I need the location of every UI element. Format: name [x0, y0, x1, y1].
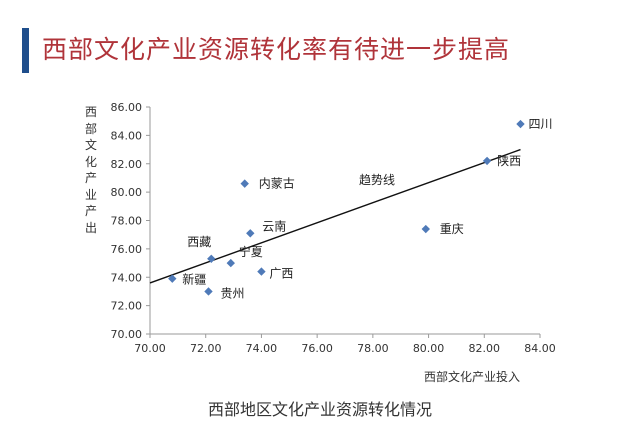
trendline	[149, 148, 521, 284]
y-tick-label: 74.00	[111, 271, 143, 284]
data-point-marker	[246, 229, 255, 238]
data-point-label: 陕西	[497, 153, 521, 168]
x-tick-label: 74.00	[246, 342, 278, 355]
data-point-marker	[421, 224, 430, 234]
title-accent-bar	[22, 28, 29, 73]
data-point-label: 重庆	[440, 222, 464, 236]
y-tick-label: 80.00	[111, 186, 143, 199]
data-point-marker	[204, 287, 213, 296]
data-point-marker	[482, 156, 492, 166]
data-point-label: 内蒙古	[259, 176, 295, 191]
data-point-label: 西藏	[187, 235, 211, 249]
data-point-label: 宁夏	[239, 244, 263, 259]
data-point-marker	[226, 258, 235, 268]
x-tick-label: 84.00	[524, 342, 556, 355]
data-point-marker	[516, 119, 525, 129]
x-tick-label: 76.00	[301, 342, 333, 355]
data-point-label: 云南	[262, 218, 286, 233]
y-tick-label: 72.00	[111, 300, 143, 313]
trendline-label: 趋势线	[359, 173, 395, 187]
data-point-marker	[207, 254, 216, 264]
data-point-label: 新疆	[182, 272, 206, 287]
data-point-marker	[240, 179, 249, 188]
chart-caption: 西部地区文化产业资源转化情况	[207, 400, 432, 419]
x-tick-label: 82.00	[469, 342, 501, 355]
x-tick-label: 70.00	[134, 342, 166, 355]
slide-title: 西部文化产业资源转化率有待进一步提高	[42, 35, 511, 64]
data-point-label: 四川	[529, 117, 553, 131]
x-tick-label: 78.00	[357, 342, 389, 355]
x-tick-label: 72.00	[190, 342, 222, 355]
y-tick-label: 84.00	[111, 129, 143, 142]
data-point-label: 贵州	[221, 286, 245, 300]
y-tick-label: 70.00	[111, 328, 143, 341]
y-tick-label: 76.00	[111, 243, 143, 256]
x-tick-label: 80.00	[413, 342, 445, 355]
y-axis-label: 西部文化产业产出	[84, 105, 97, 235]
data-point-marker	[257, 267, 266, 276]
x-axis-label: 西部文化产业投入	[424, 370, 521, 384]
data-point-label: 广西	[269, 267, 293, 281]
y-tick-label: 82.00	[111, 158, 143, 171]
data-point-marker	[168, 274, 177, 283]
y-tick-label: 78.00	[111, 215, 143, 228]
y-tick-label: 86.00	[111, 101, 143, 114]
